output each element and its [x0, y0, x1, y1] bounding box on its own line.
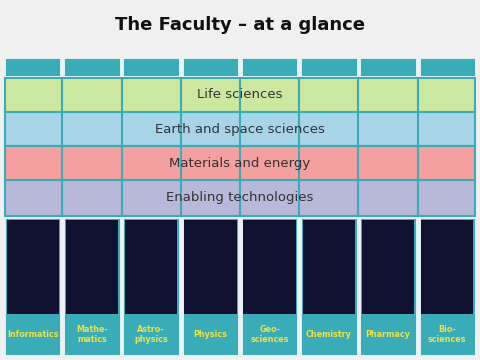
Bar — [7, 220, 59, 314]
Bar — [5, 218, 60, 355]
Text: Astro-
physics: Astro- physics — [134, 325, 168, 344]
Bar — [125, 220, 178, 314]
Text: Chemistry: Chemistry — [306, 330, 352, 339]
Bar — [66, 220, 118, 314]
Text: Physics: Physics — [193, 330, 228, 339]
Text: Informatics: Informatics — [7, 330, 59, 339]
Bar — [301, 58, 357, 76]
Text: Life sciences: Life sciences — [197, 89, 283, 102]
Bar — [301, 218, 357, 355]
Bar — [421, 220, 473, 314]
Bar — [420, 218, 475, 355]
Text: Pharmacy: Pharmacy — [366, 330, 410, 339]
Bar — [242, 58, 297, 76]
Bar — [123, 58, 179, 76]
Text: Materials and energy: Materials and energy — [169, 157, 311, 170]
Bar — [360, 58, 416, 76]
Bar — [183, 58, 238, 76]
Bar — [183, 218, 238, 355]
Bar — [5, 58, 60, 76]
Text: Earth and space sciences: Earth and space sciences — [155, 122, 325, 135]
Text: The Faculty – at a glance: The Faculty – at a glance — [115, 16, 365, 34]
Bar — [123, 218, 179, 355]
Bar — [362, 220, 414, 314]
Bar — [5, 146, 475, 180]
Bar — [5, 78, 475, 112]
Bar — [243, 220, 296, 314]
Bar — [64, 218, 120, 355]
Text: Geo-
sciences: Geo- sciences — [251, 325, 289, 344]
Text: Bio-
sciences: Bio- sciences — [428, 325, 467, 344]
Bar — [360, 218, 416, 355]
Bar — [184, 220, 237, 314]
Text: Enabling technologies: Enabling technologies — [166, 192, 314, 204]
Bar — [5, 112, 475, 146]
Bar — [420, 58, 475, 76]
Bar — [302, 220, 355, 314]
Bar — [242, 218, 297, 355]
Text: Mathe-
matics: Mathe- matics — [76, 325, 108, 344]
Bar — [5, 180, 475, 216]
Bar — [64, 58, 120, 76]
